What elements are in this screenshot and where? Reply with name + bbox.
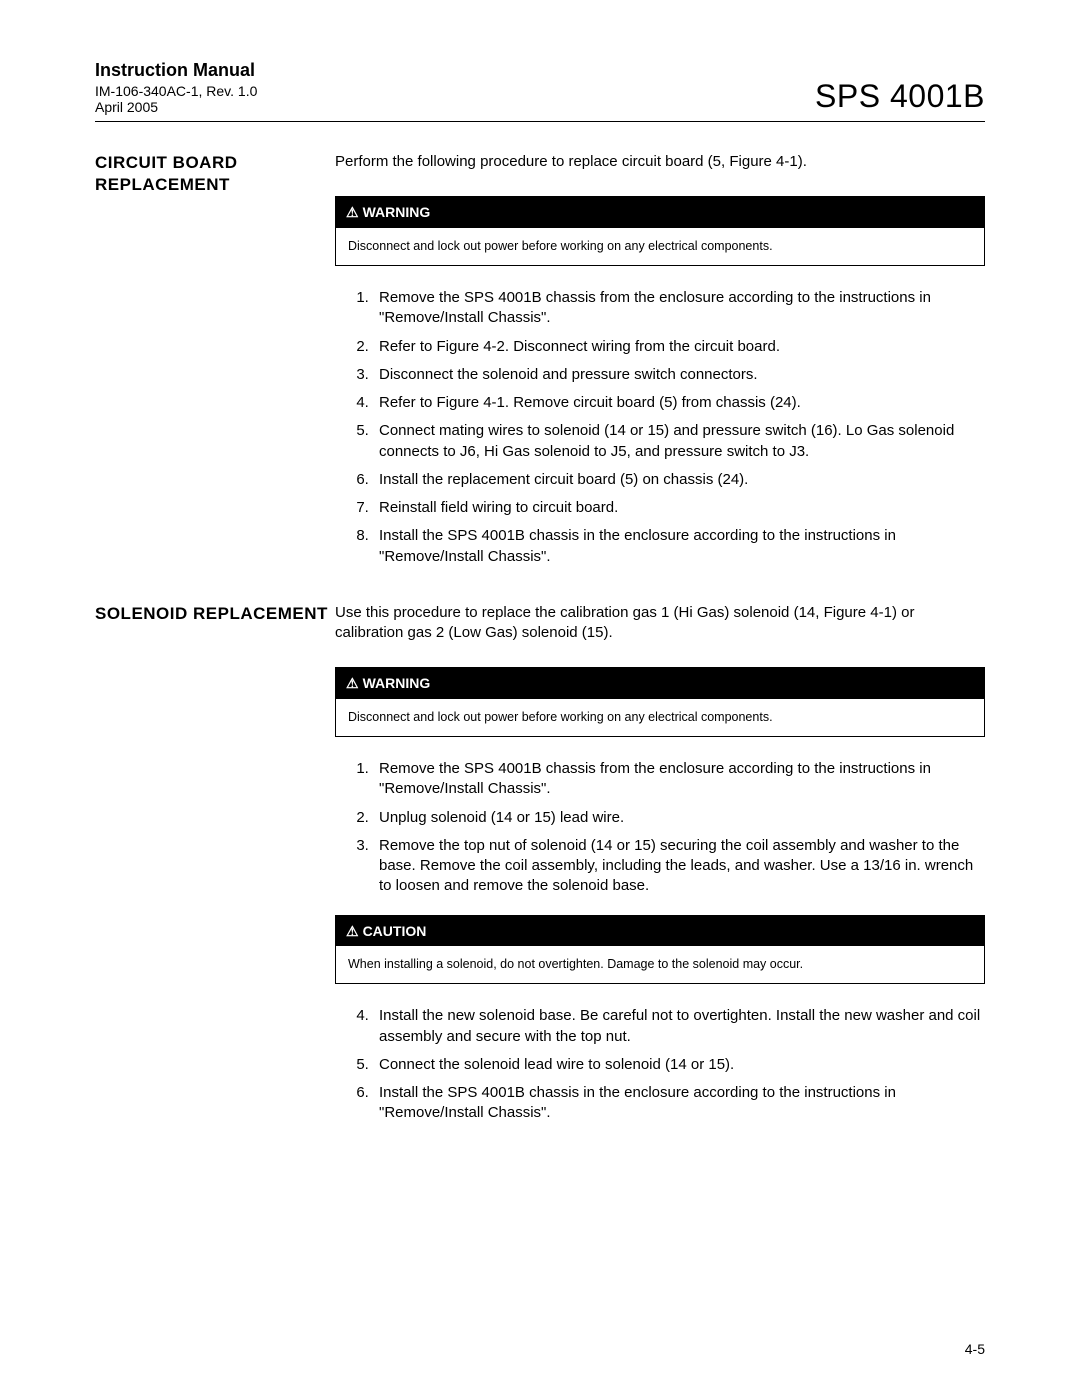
manual-title: Instruction Manual (95, 60, 257, 81)
warning-header: ⚠ WARNING (336, 668, 984, 699)
caution-box: ⚠ CAUTION When installing a solenoid, do… (335, 915, 985, 985)
warning-icon: ⚠ (346, 674, 359, 693)
list-item: Disconnect the solenoid and pressure swi… (373, 365, 985, 385)
list-item: Reinstall field wiring to circuit board. (373, 498, 985, 518)
warning-label: WARNING (363, 203, 431, 222)
section-body: Use this procedure to replace the calibr… (335, 603, 985, 1132)
section-body: Perform the following procedure to repla… (335, 152, 985, 575)
steps-list-2b: Install the new solenoid base. Be carefu… (335, 1006, 985, 1123)
intro-text: Use this procedure to replace the calibr… (335, 603, 985, 644)
warning-text: Disconnect and lock out power before wor… (336, 699, 984, 736)
list-item: Unplug solenoid (14 or 15) lead wire. (373, 808, 985, 828)
list-item: Install the new solenoid base. Be carefu… (373, 1006, 985, 1047)
caution-icon: ⚠ (346, 922, 359, 941)
list-item: Connect the solenoid lead wire to soleno… (373, 1055, 985, 1075)
page-header: Instruction Manual IM-106-340AC-1, Rev. … (95, 60, 985, 122)
section-circuit-board: CIRCUIT BOARD REPLACEMENT Perform the fo… (95, 152, 985, 575)
caution-text: When installing a solenoid, do not overt… (336, 946, 984, 983)
list-item: Install the SPS 4001B chassis in the enc… (373, 1083, 985, 1124)
page-number: 4-5 (965, 1341, 985, 1357)
doc-date: April 2005 (95, 99, 257, 115)
list-item: Remove the top nut of solenoid (14 or 15… (373, 836, 985, 897)
list-item: Connect mating wires to solenoid (14 or … (373, 421, 985, 462)
list-item: Install the replacement circuit board (5… (373, 470, 985, 490)
caution-header: ⚠ CAUTION (336, 916, 984, 947)
doc-id: IM-106-340AC-1, Rev. 1.0 (95, 83, 257, 99)
list-item: Refer to Figure 4-2. Disconnect wiring f… (373, 337, 985, 357)
list-item: Refer to Figure 4-1. Remove circuit boar… (373, 393, 985, 413)
warning-header: ⚠ WARNING (336, 197, 984, 228)
list-item: Install the SPS 4001B chassis in the enc… (373, 526, 985, 567)
warning-text: Disconnect and lock out power before wor… (336, 228, 984, 265)
warning-icon: ⚠ (346, 203, 359, 222)
warning-box: ⚠ WARNING Disconnect and lock out power … (335, 667, 985, 737)
caution-label: CAUTION (363, 922, 427, 941)
list-item: Remove the SPS 4001B chassis from the en… (373, 759, 985, 800)
warning-label: WARNING (363, 674, 431, 693)
list-item: Remove the SPS 4001B chassis from the en… (373, 288, 985, 329)
intro-text: Perform the following procedure to repla… (335, 152, 985, 172)
section-heading: CIRCUIT BOARD REPLACEMENT (95, 152, 335, 575)
steps-list-2a: Remove the SPS 4001B chassis from the en… (335, 759, 985, 897)
section-heading: SOLENOID REPLACEMENT (95, 603, 335, 1132)
header-left: Instruction Manual IM-106-340AC-1, Rev. … (95, 60, 257, 115)
product-title: SPS 4001B (815, 78, 985, 115)
steps-list-1: Remove the SPS 4001B chassis from the en… (335, 288, 985, 567)
warning-box: ⚠ WARNING Disconnect and lock out power … (335, 196, 985, 266)
section-solenoid: SOLENOID REPLACEMENT Use this procedure … (95, 603, 985, 1132)
